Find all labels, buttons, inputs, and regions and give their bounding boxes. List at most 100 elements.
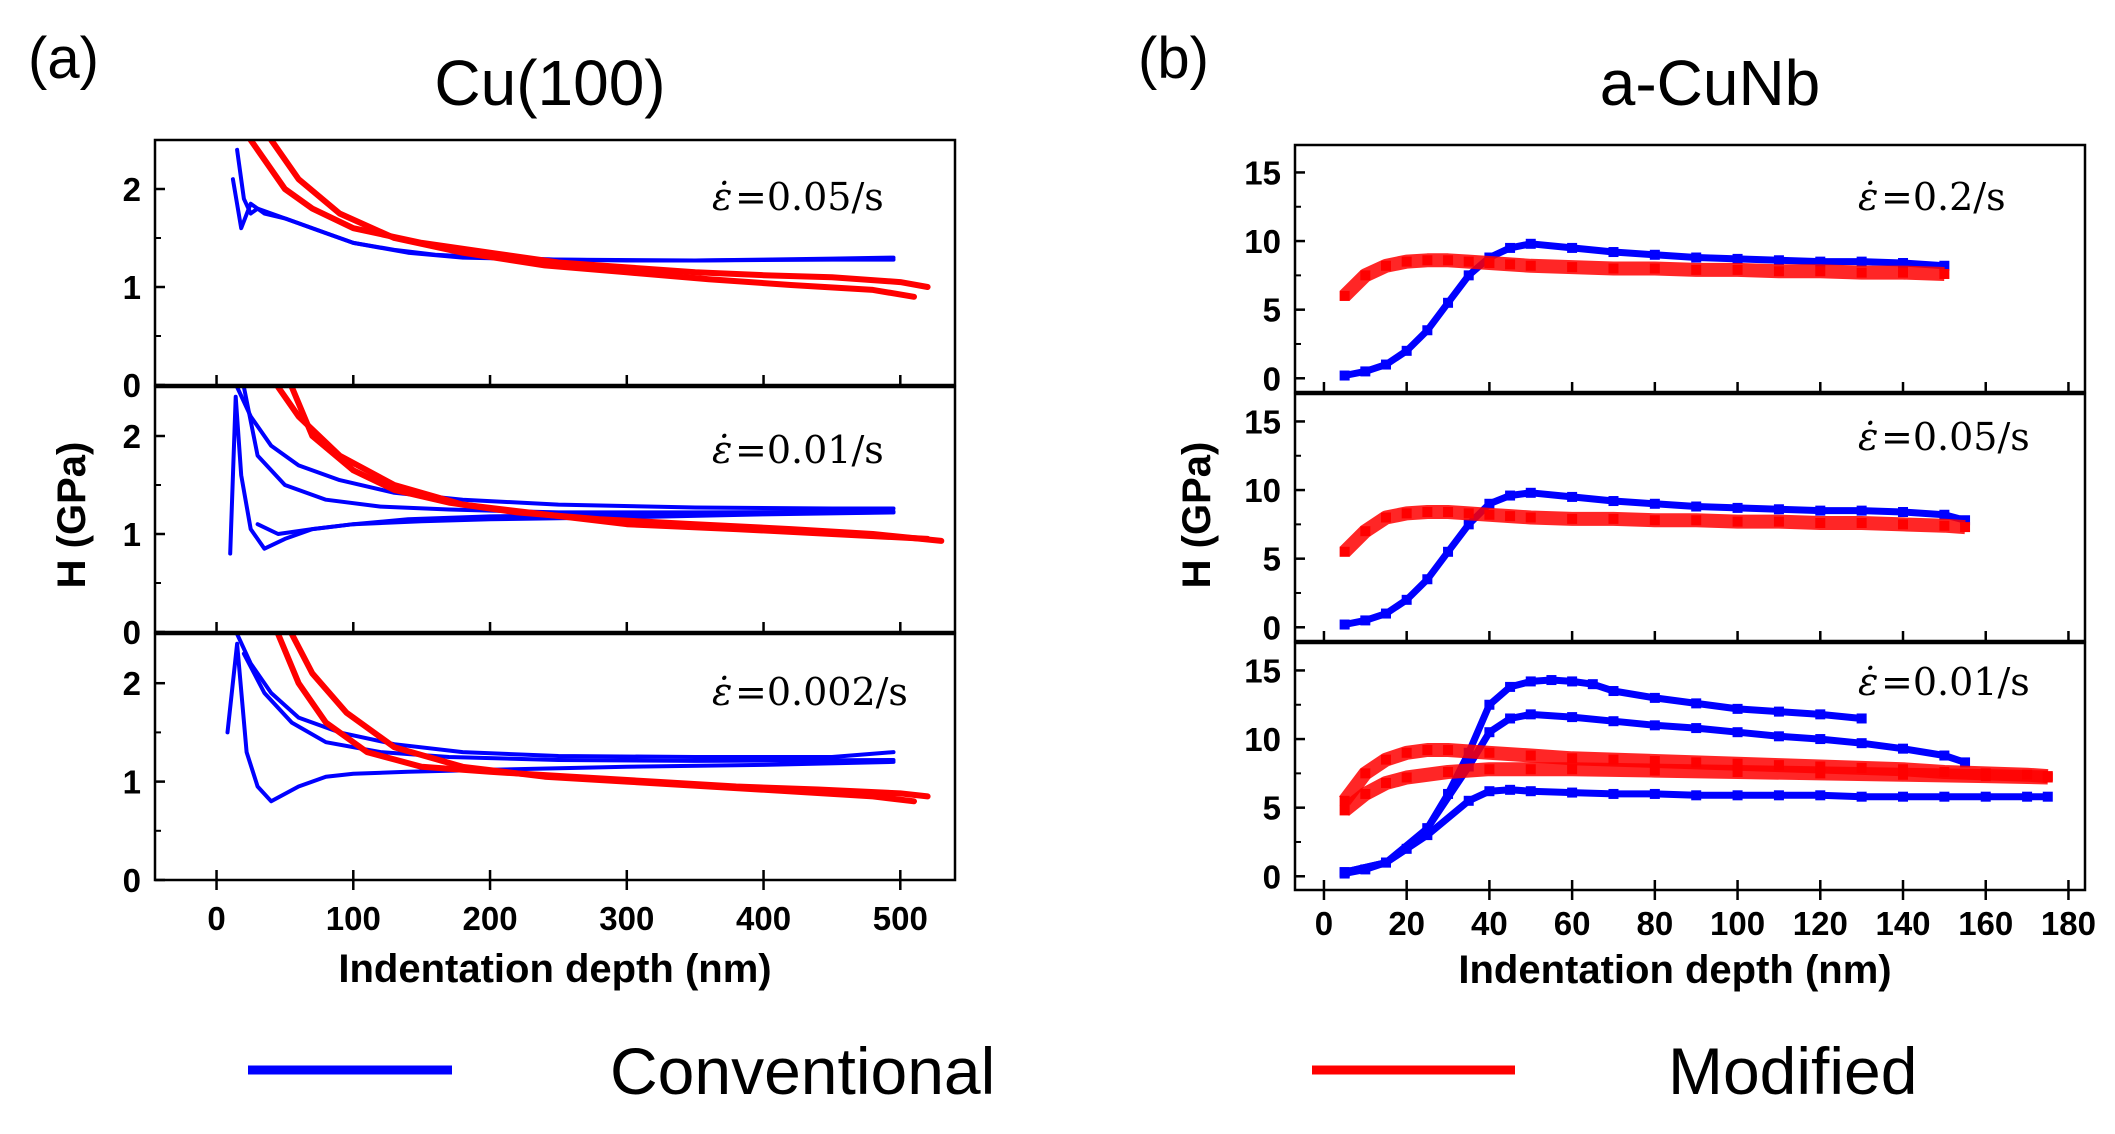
panel-a-rate-2: =0.002/s [735, 670, 908, 714]
data-point-modified [1939, 268, 1950, 279]
x-tick-label: 40 [1471, 905, 1508, 942]
data-point-conventional [1856, 738, 1867, 749]
subplot-frame [153, 385, 957, 634]
data-point-conventional [1484, 786, 1495, 797]
data-point-modified [1380, 260, 1391, 271]
panel-a-plot: 0 1 2 0 1 2 0 1 2 0 100 200 300 400 500 [123, 138, 957, 937]
data-point-conventional [1339, 867, 1350, 878]
y-tick-label: 15 [1244, 154, 1281, 191]
data-point-modified [1939, 520, 1950, 531]
legend-label-modified: Modified [1668, 1034, 1917, 1108]
data-point-conventional [1856, 256, 1867, 267]
y-tick-label: 1 [123, 269, 141, 306]
data-point-conventional [1380, 359, 1391, 370]
data-point-conventional [1380, 857, 1391, 868]
data-point-modified [1980, 771, 1991, 782]
series-conventional-line [241, 651, 896, 763]
data-point-modified [1360, 768, 1371, 779]
data-point-modified [1608, 754, 1619, 765]
panel-b-rate-label-1: ε̇ =0.05/s [1858, 415, 2030, 459]
subplot-frame [153, 138, 957, 387]
data-point-modified [1401, 256, 1412, 267]
data-point-conventional [1608, 247, 1619, 258]
data-point-modified [1422, 507, 1433, 518]
panel-b-title: a-CuNb [1600, 47, 1821, 119]
data-point-conventional [1463, 270, 1474, 281]
data-point-modified [1649, 515, 1660, 526]
y-tick-label: 15 [1244, 403, 1281, 440]
data-point-conventional [1939, 791, 1950, 802]
data-point-conventional [1505, 242, 1516, 253]
data-point-modified [1815, 266, 1826, 277]
series-modified-line [268, 140, 917, 300]
x-tick-label: 180 [2041, 905, 2096, 942]
panel-b-rate-1: =0.05/s [1881, 415, 2030, 459]
data-point-modified [1443, 745, 1454, 756]
data-point-conventional [1649, 498, 1660, 509]
panel-b-rate-label-2: ε̇ =0.01/s [1858, 660, 2030, 704]
data-point-conventional [1505, 713, 1516, 724]
data-point-modified [1691, 757, 1702, 768]
data-point-conventional [1567, 712, 1578, 723]
data-point-modified [1443, 766, 1454, 777]
x-tick-label: 0 [1315, 905, 1333, 942]
x-tick-label: 500 [873, 900, 928, 937]
series-modified-band [1339, 253, 1945, 301]
legend-label-conventional: Conventional [610, 1034, 995, 1108]
data-point-conventional [1856, 713, 1867, 724]
data-point-conventional [1815, 256, 1826, 267]
data-point-conventional [1773, 731, 1784, 742]
data-point-conventional [1567, 491, 1578, 502]
data-point-conventional [1360, 615, 1371, 626]
y-tick-label: 0 [1263, 858, 1281, 895]
data-point-conventional [1567, 242, 1578, 253]
y-tick-label: 10 [1244, 223, 1281, 260]
y-tick-label: 2 [123, 665, 141, 702]
x-tick-label: 100 [326, 900, 381, 937]
data-point-modified [1484, 747, 1495, 758]
data-point-modified [1443, 255, 1454, 266]
data-point-modified [1443, 507, 1454, 518]
data-point-modified [1773, 516, 1784, 527]
data-point-modified [1732, 766, 1743, 777]
epsilon-dot-symbol: ε̇ [1858, 175, 1878, 219]
data-point-conventional [1484, 699, 1495, 710]
data-point-modified [1691, 264, 1702, 275]
data-point-conventional [1608, 716, 1619, 727]
y-tick-label: 2 [123, 418, 141, 455]
data-point-conventional [1960, 757, 1971, 768]
data-point-modified [1815, 517, 1826, 528]
data-point-conventional [1732, 727, 1743, 738]
y-tick-label: 0 [123, 614, 141, 651]
y-tick-label: 0 [123, 862, 141, 899]
series-group [1339, 675, 2053, 879]
data-point-conventional [1649, 788, 1660, 799]
data-point-modified [1898, 267, 1909, 278]
data-point-conventional [2042, 791, 2053, 802]
y-tick-label: 0 [1263, 360, 1281, 397]
y-tick-label: 1 [123, 516, 141, 553]
epsilon-dot-symbol: ε̇ [1858, 415, 1878, 459]
data-point-modified [1484, 258, 1495, 269]
data-point-modified [1525, 764, 1536, 775]
epsilon-dot-symbol: ε̇ [1858, 660, 1878, 704]
data-point-modified [1567, 764, 1578, 775]
data-point-modified [1608, 513, 1619, 524]
data-point-conventional [1815, 734, 1826, 745]
x-tick-label: 120 [1793, 905, 1848, 942]
data-point-conventional [1815, 709, 1826, 720]
data-point-modified [1567, 262, 1578, 273]
data-point-conventional [1691, 698, 1702, 709]
panel-b-plot: 0 5 10 15 0 5 10 15 0 5 10 15 0 20 40 60 80 100 120 140 160 1… [1244, 143, 2096, 942]
data-point-modified [1856, 267, 1867, 278]
data-point-modified [1649, 756, 1660, 767]
y-tick-label: 10 [1244, 721, 1281, 758]
data-point-conventional [1546, 675, 1557, 686]
epsilon-dot-symbol: ε̇ [712, 428, 732, 472]
y-tick-label: 0 [1263, 609, 1281, 646]
data-point-modified [1732, 264, 1743, 275]
data-point-modified [1567, 513, 1578, 524]
data-point-conventional [1422, 823, 1433, 834]
data-point-conventional [1339, 619, 1350, 630]
panel-b-letter: (b) [1138, 26, 1209, 91]
